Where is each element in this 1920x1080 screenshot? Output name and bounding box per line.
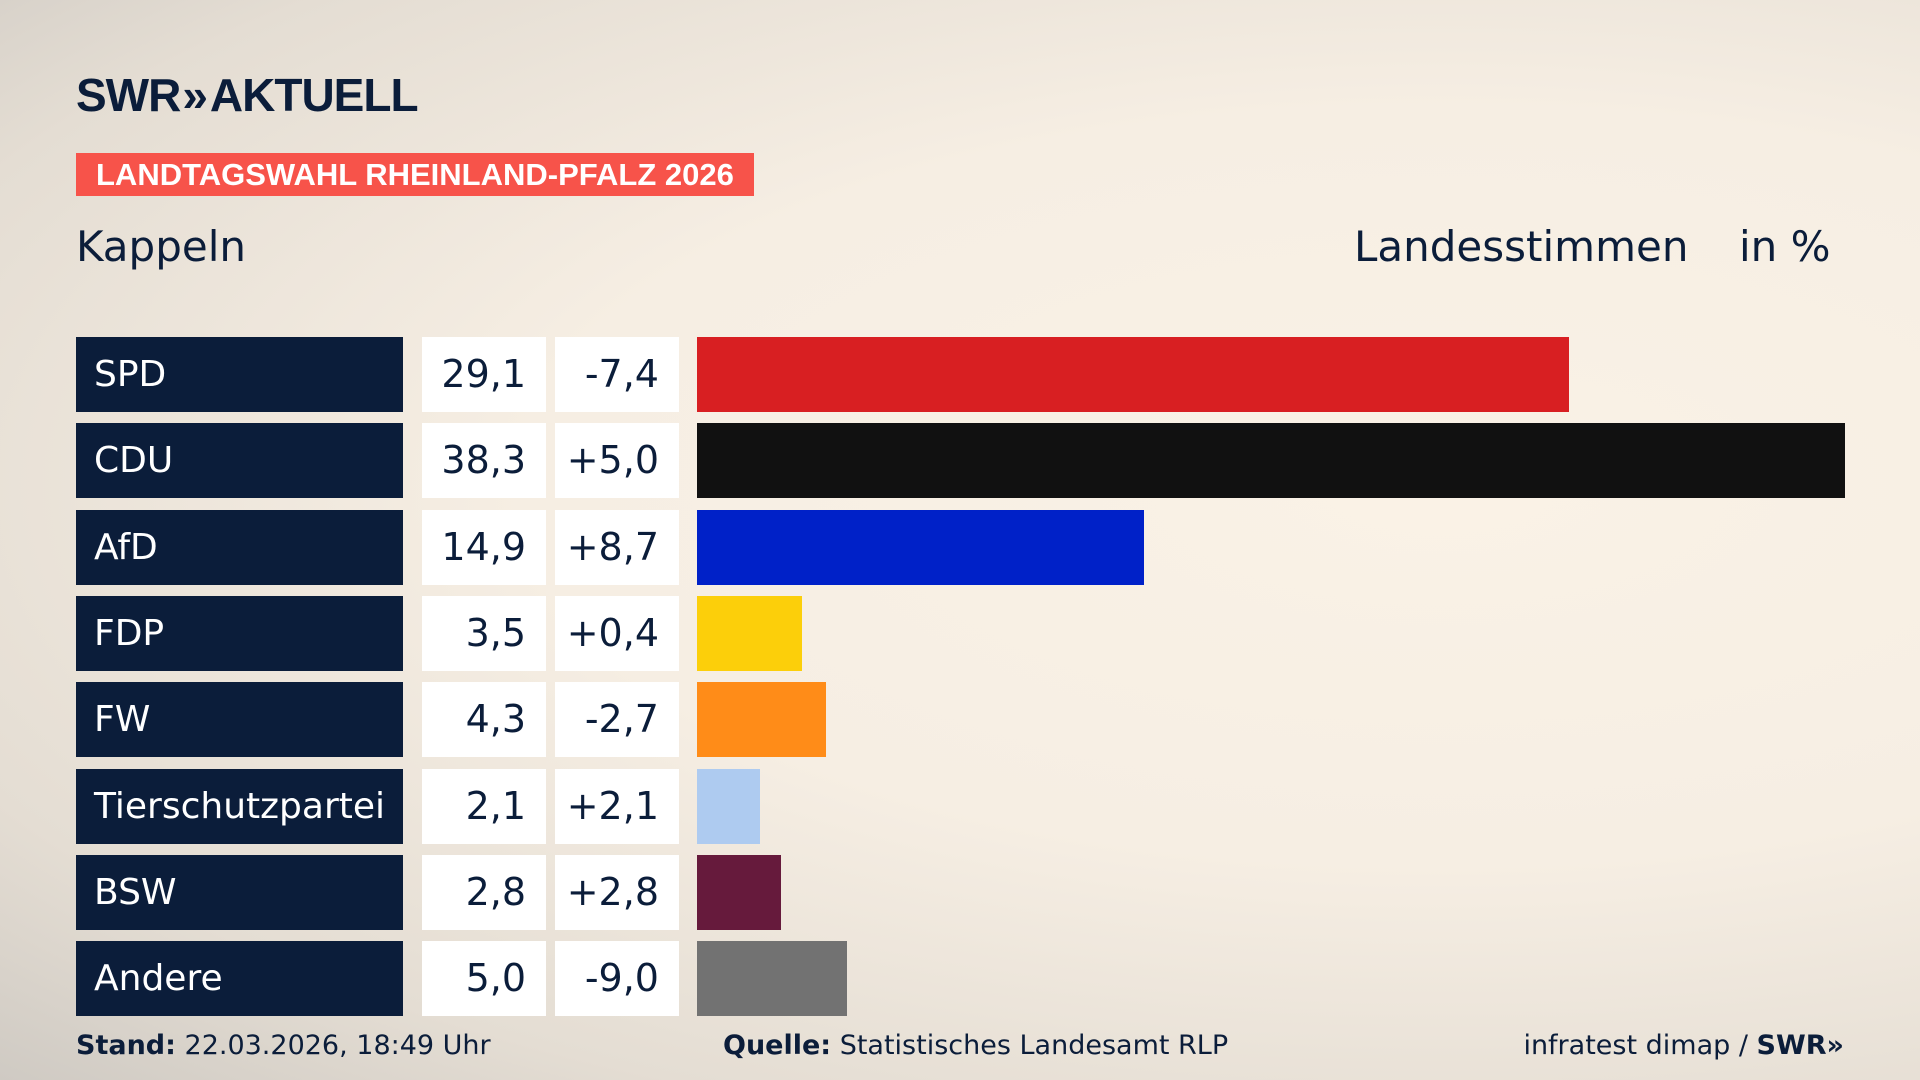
party-label: Andere bbox=[76, 941, 403, 1017]
value-label: 5,0 bbox=[422, 941, 546, 1017]
party-label: FW bbox=[76, 682, 403, 758]
logo-aktuell: AKTUELL bbox=[209, 69, 419, 121]
change-label: -9,0 bbox=[555, 941, 679, 1017]
value-label: 29,1 bbox=[422, 337, 546, 412]
party-label: FDP bbox=[76, 595, 403, 671]
value-label: 38,3 bbox=[422, 423, 546, 499]
unit-label: in % bbox=[1739, 222, 1831, 271]
footer-stand: Stand: 22.03.2026, 18:49 Uhr bbox=[76, 1030, 491, 1061]
value-label: 2,1 bbox=[422, 768, 546, 844]
value-label: 14,9 bbox=[422, 509, 546, 585]
source-label: Quelle: bbox=[723, 1030, 832, 1061]
party-row: AfD 14,9 +8,7 bbox=[0, 509, 1920, 585]
swr-aktuell-logo: SWR» AKTUELL bbox=[76, 68, 419, 122]
value-label: 2,8 bbox=[422, 854, 546, 930]
value-label: 4,3 bbox=[422, 682, 546, 758]
party-row: FDP 3,5 +0,4 bbox=[0, 595, 1920, 671]
bar-afd bbox=[697, 509, 1144, 585]
bar-andere bbox=[697, 941, 847, 1017]
change-label: +5,0 bbox=[555, 423, 679, 499]
place-name: Kappeln bbox=[76, 222, 246, 271]
bar-fw bbox=[697, 682, 826, 758]
bar-tierschutzpartei bbox=[697, 768, 760, 844]
value-label: 3,5 bbox=[422, 595, 546, 671]
change-label: +2,1 bbox=[555, 768, 679, 844]
bar-spd bbox=[697, 337, 1570, 412]
source-value: Statistisches Landesamt RLP bbox=[839, 1030, 1229, 1061]
party-label: BSW bbox=[76, 854, 403, 930]
party-label: AfD bbox=[76, 509, 403, 585]
change-label: +2,8 bbox=[555, 854, 679, 930]
footer-credit: infratest dimap / SWR» bbox=[1523, 1030, 1844, 1061]
party-label: SPD bbox=[76, 337, 403, 412]
bar-cdu bbox=[697, 423, 1845, 499]
swr-logo-small: SWR» bbox=[1756, 1030, 1844, 1061]
party-row: Andere 5,0 -9,0 bbox=[0, 941, 1920, 1017]
vote-type: Landesstimmen bbox=[1354, 222, 1689, 271]
party-label: Tierschutzpartei bbox=[76, 768, 403, 844]
logo-chevrons: » bbox=[182, 69, 207, 121]
footer-source: Quelle: Statistisches Landesamt RLP bbox=[723, 1030, 1228, 1061]
party-label: CDU bbox=[76, 423, 403, 499]
change-label: -2,7 bbox=[555, 682, 679, 758]
change-label: +0,4 bbox=[555, 595, 679, 671]
party-row: Tierschutzpartei 2,1 +2,1 bbox=[0, 768, 1920, 844]
stand-value: 22.03.2026, 18:49 Uhr bbox=[184, 1030, 491, 1061]
logo-swr: SWR bbox=[76, 69, 181, 121]
credit-text: infratest dimap / bbox=[1523, 1030, 1757, 1061]
election-banner: LANDTAGSWAHL RHEINLAND-PFALZ 2026 bbox=[76, 153, 754, 196]
party-row: SPD 29,1 -7,4 bbox=[0, 337, 1920, 412]
bar-bsw bbox=[697, 854, 781, 930]
party-row: CDU 38,3 +5,0 bbox=[0, 423, 1920, 499]
bar-fdp bbox=[697, 595, 802, 671]
change-label: -7,4 bbox=[555, 337, 679, 412]
party-row: FW 4,3 -2,7 bbox=[0, 682, 1920, 758]
party-row: BSW 2,8 +2,8 bbox=[0, 854, 1920, 930]
stand-label: Stand: bbox=[76, 1030, 176, 1061]
change-label: +8,7 bbox=[555, 509, 679, 585]
